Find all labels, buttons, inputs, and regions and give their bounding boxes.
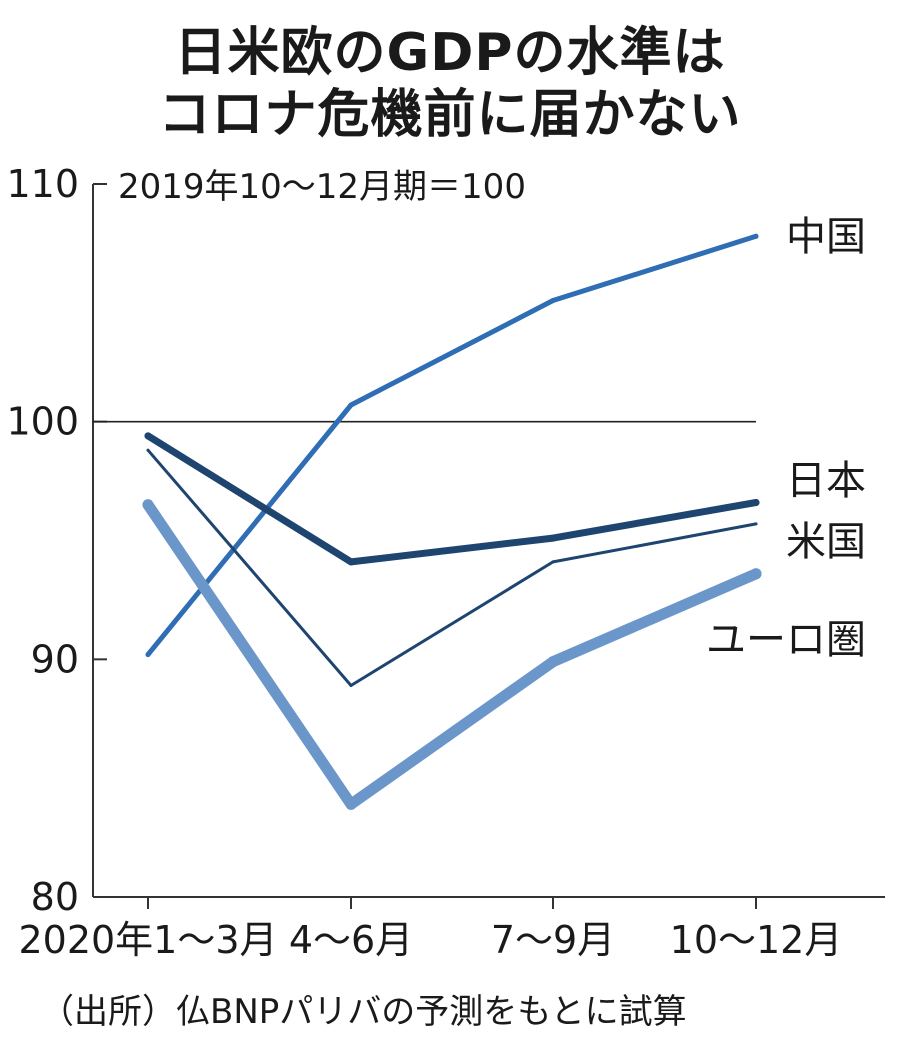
series-point bbox=[345, 798, 357, 810]
series-point bbox=[349, 684, 353, 687]
series-point bbox=[750, 568, 762, 580]
y-tick-label: 80 bbox=[31, 875, 79, 919]
series-point bbox=[348, 402, 354, 408]
series-point bbox=[146, 448, 150, 452]
series-point bbox=[142, 499, 154, 511]
y-tick-label: 100 bbox=[6, 400, 79, 444]
chart-texts: 80 90 100 110 2020年1～3月 4～6月 7～9月 10～12月 2019年10… bbox=[6, 162, 866, 1032]
series-line bbox=[142, 499, 762, 810]
source-note: （出所）仏BNPパリバの予測をもとに試算 bbox=[40, 992, 687, 1032]
x-tick-label: 4～6月 bbox=[289, 918, 413, 962]
series-point bbox=[547, 656, 559, 668]
series-point bbox=[145, 652, 151, 658]
series-point bbox=[347, 558, 355, 566]
chart-title-line2: コロナ危機前に届かない bbox=[158, 85, 742, 145]
series-point bbox=[550, 298, 556, 303]
series-label: 米国 bbox=[786, 519, 866, 565]
series-point bbox=[753, 233, 759, 239]
chart-axes bbox=[92, 183, 885, 909]
series-point bbox=[144, 432, 152, 440]
chart-series bbox=[142, 233, 762, 810]
series-line bbox=[144, 432, 760, 566]
x-tick-label: 7～9月 bbox=[491, 918, 615, 962]
series-point bbox=[549, 534, 557, 542]
series-label: ユーロ圏 bbox=[706, 617, 866, 663]
series-point bbox=[754, 522, 758, 526]
series-line bbox=[145, 233, 759, 658]
series-line bbox=[146, 448, 758, 687]
x-tick-label: 2020年1～3月 bbox=[18, 918, 277, 962]
chart-title-line1: 日米欧のGDPの水準は bbox=[174, 23, 726, 83]
series-point bbox=[551, 560, 555, 564]
series-point bbox=[752, 499, 760, 506]
series-label: 中国 bbox=[786, 214, 866, 260]
x-tick-label: 10～12月 bbox=[670, 918, 843, 962]
series-label: 日本 bbox=[786, 458, 866, 504]
index-base-note: 2019年10～12月期＝100 bbox=[118, 167, 526, 207]
y-tick-label: 110 bbox=[6, 162, 79, 206]
y-tick-label: 90 bbox=[31, 637, 79, 681]
